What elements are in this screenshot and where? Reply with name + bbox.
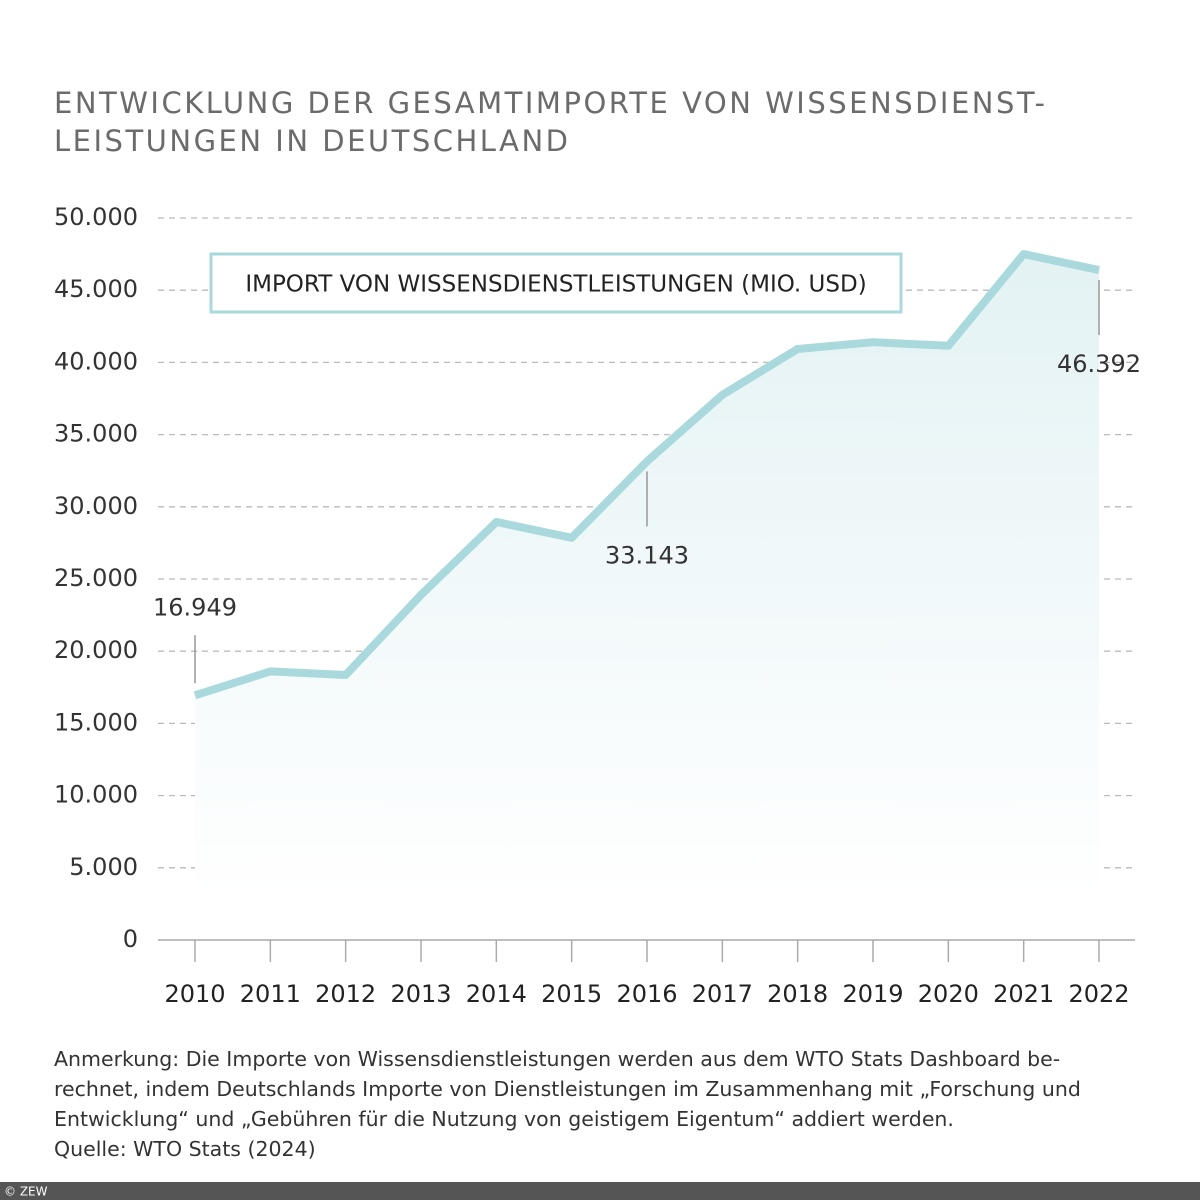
value-label: 46.392 bbox=[1057, 350, 1141, 378]
x-tick-label: 2013 bbox=[390, 980, 451, 1008]
chart-title: LEISTUNGEN IN DEUTSCHLAND bbox=[54, 124, 571, 158]
y-tick-label: 15.000 bbox=[54, 708, 138, 736]
y-tick-label: 5.000 bbox=[69, 853, 138, 881]
x-tick-label: 2017 bbox=[692, 980, 753, 1008]
y-tick-label: 40.000 bbox=[54, 347, 138, 375]
x-tick-label: 2020 bbox=[918, 980, 979, 1008]
x-tick-label: 2010 bbox=[164, 980, 225, 1008]
note: Entwicklung“ und „Gebühren für die Nutzu… bbox=[54, 1107, 954, 1131]
note: Quelle: WTO Stats (2024) bbox=[54, 1137, 316, 1161]
y-tick-label: 25.000 bbox=[54, 564, 138, 592]
x-tick-label: 2019 bbox=[842, 980, 903, 1008]
note: Anmerkung: Die Importe von Wissensdienst… bbox=[54, 1047, 1060, 1071]
y-tick-label: 35.000 bbox=[54, 420, 138, 448]
y-tick-label: 45.000 bbox=[54, 275, 138, 303]
line bbox=[193, 250, 1100, 700]
legend-label: IMPORT VON WISSENSDIENSTLEISTUNGEN (MIO.… bbox=[245, 272, 866, 298]
chart-title: ENTWICKLUNG DER GESAMTIMPORTE VON WISSEN… bbox=[54, 86, 1047, 120]
x-tick-label: 2018 bbox=[767, 980, 828, 1008]
credit: © ZEW bbox=[4, 1185, 48, 1199]
x-tick-label: 2015 bbox=[541, 980, 602, 1008]
value-label: 16.949 bbox=[153, 593, 237, 621]
x-tick-label: 2011 bbox=[240, 980, 301, 1008]
x-tick-label: 2012 bbox=[315, 980, 376, 1008]
y-tick-label: 30.000 bbox=[54, 492, 138, 520]
y-tick-label: 10.000 bbox=[54, 781, 138, 809]
x-tick-label: 2016 bbox=[616, 980, 677, 1008]
y-tick-label: 20.000 bbox=[54, 636, 138, 664]
x-tick-label: 2022 bbox=[1068, 980, 1129, 1008]
legend-box bbox=[209, 252, 903, 314]
value-label: 33.143 bbox=[605, 541, 689, 569]
y-tick-label: 0 bbox=[123, 925, 138, 953]
footer-bar bbox=[0, 1182, 1200, 1200]
y-tick-label: 50.000 bbox=[54, 203, 138, 231]
note: rechnet, indem Deutschlands Importe von … bbox=[54, 1077, 1081, 1101]
x-tick-label: 2014 bbox=[466, 980, 527, 1008]
x-tick-label: 2021 bbox=[993, 980, 1054, 1008]
area bbox=[195, 254, 1099, 901]
